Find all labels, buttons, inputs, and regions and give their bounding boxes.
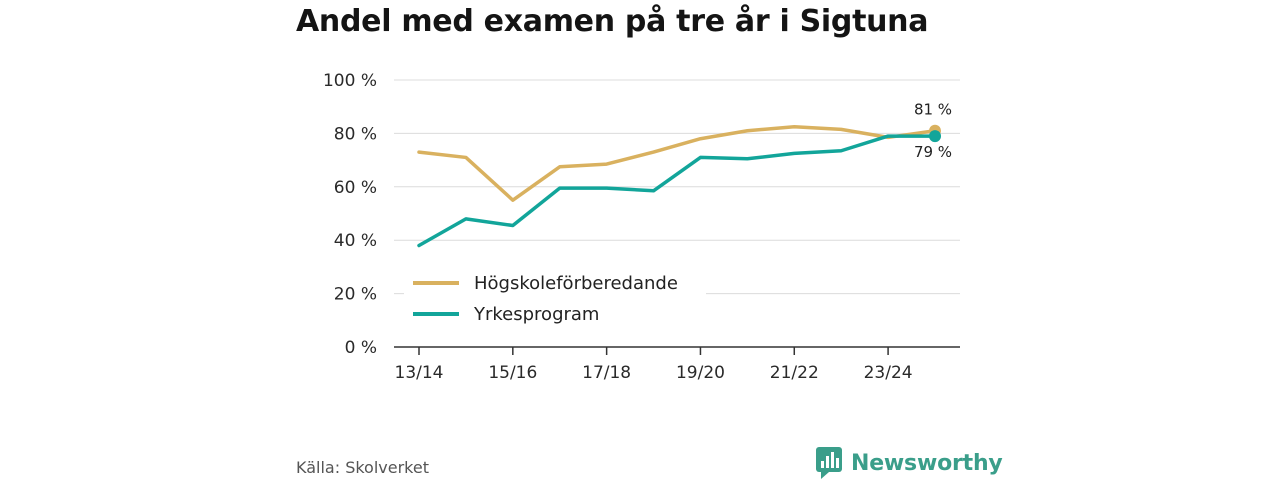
legend-background	[404, 266, 706, 332]
brand-name: Newsworthy	[851, 450, 1003, 476]
brand-logo: Newsworthy	[815, 446, 1003, 480]
end-labels: 81 % 79 %	[914, 101, 952, 161]
y-tick-label: 100 %	[323, 71, 377, 91]
y-tick-label: 0 %	[345, 338, 377, 358]
series-line-1	[417, 124, 937, 202]
bar-chart-logo-icon	[816, 447, 842, 479]
grid-lines	[394, 79, 960, 295]
y-tick-label: 20 %	[334, 285, 377, 305]
legend-label: Högskoleförberedande	[474, 273, 678, 294]
y-tick-label: 40 %	[334, 231, 377, 251]
x-axis: 13/14 15/16 17/18 19/20 21/22 23/24	[394, 346, 960, 383]
end-label-1: 81 %	[914, 101, 952, 119]
x-tick-label: 21/22	[770, 363, 819, 383]
y-axis-ticks: 0 % 20 % 40 % 60 % 80 % 100 %	[323, 71, 377, 358]
legend-label: Yrkesprogram	[473, 304, 599, 325]
series-end-point-2	[929, 130, 941, 143]
series-lines	[417, 124, 941, 248]
y-tick-label: 80 %	[334, 124, 377, 144]
x-tick-label: 19/20	[676, 363, 725, 383]
source-note: Källa: Skolverket	[296, 458, 429, 477]
y-tick-label: 60 %	[334, 178, 377, 198]
legend: Högskoleförberedande Yrkesprogram	[404, 266, 706, 332]
x-tick-label: 17/18	[582, 363, 631, 383]
x-tick-label: 13/14	[395, 363, 444, 383]
line-chart: 0 % 20 % 40 % 60 % 80 % 100 % 13/14 15/16 17/18…	[323, 71, 960, 383]
x-tick-label: 15/16	[488, 363, 537, 383]
chart-title: Andel med examen på tre år i Sigtuna	[296, 4, 929, 39]
end-label-2: 79 %	[914, 143, 952, 161]
x-tick-label: 23/24	[864, 363, 913, 383]
series-line-2	[417, 134, 937, 248]
